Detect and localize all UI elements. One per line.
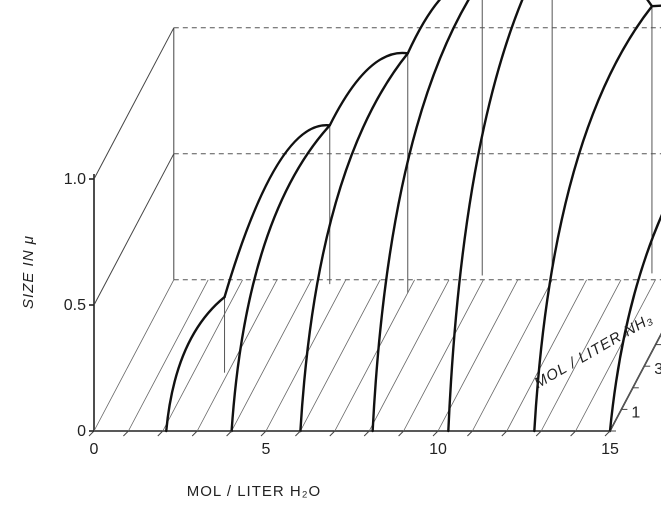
floor-grid-line (575, 279, 656, 432)
floor-grid-line (437, 279, 519, 432)
floor-grid-line (472, 279, 553, 432)
curves-group (165, 0, 661, 433)
x-tick-mark (329, 430, 336, 437)
cross-section-curve (447, 0, 524, 433)
x-tick-mark (260, 430, 267, 437)
nh3-tick-label: 1 (631, 404, 640, 421)
cross-section-curve (371, 0, 470, 433)
x-tick-mark (123, 430, 129, 437)
left-wall-grid-line (93, 153, 175, 306)
frame-group (93, 27, 661, 432)
x-tick-mark (467, 430, 473, 437)
x-tick-mark (535, 430, 542, 437)
x-tick-mark (363, 430, 370, 437)
x-tick-label: 0 (90, 441, 99, 458)
cross-section-curve (299, 52, 409, 433)
y-tick-label: 0 (77, 423, 86, 440)
drop-lines (224, 0, 653, 373)
floor-grid-line (231, 279, 312, 432)
y-tick-label: 0.5 (64, 297, 86, 314)
y-tick-label: 1.0 (64, 171, 86, 188)
x-tick-mark (398, 430, 404, 437)
x-tick-mark (604, 430, 611, 437)
y-axis-label: SIZE IN μ (20, 235, 37, 309)
floor-grid-line (93, 279, 175, 432)
floor-grid-line (162, 279, 243, 432)
floor-grid-line (196, 279, 278, 432)
x-tick-label: 5 (262, 441, 271, 458)
cross-section-curve (230, 124, 331, 433)
nh3-tick-label: 3 (654, 361, 661, 378)
left-wall-grid-line (93, 27, 175, 180)
x-tick-mark (501, 430, 508, 437)
cross-section-curve (533, 5, 654, 433)
floor-grid-line (334, 279, 415, 432)
x-tick-mark (432, 430, 439, 437)
floor-grid-line (300, 279, 381, 432)
x-tick-label: 10 (429, 441, 447, 458)
floor-grid-line (609, 333, 661, 432)
x-tick-mark (157, 430, 164, 437)
peak-envelope (223, 0, 661, 299)
floor-grid-line (540, 279, 622, 432)
x-tick-mark (295, 430, 301, 437)
x-axis-label: MOL / LITER H₂O (187, 483, 321, 500)
cross-section-curve (608, 213, 661, 433)
x-tick-mark (191, 430, 198, 437)
x-tick-mark (88, 430, 95, 437)
floor-grid-line (506, 279, 587, 432)
x-tick-mark (226, 430, 232, 437)
floor-grid-line (128, 279, 209, 432)
cross-section-curve (165, 295, 226, 433)
floor-grid-line (403, 279, 484, 432)
x-tick-mark (570, 430, 576, 437)
floor-grid (93, 279, 661, 432)
floor-grid-line (368, 279, 450, 432)
x-tick-label: 15 (601, 441, 619, 458)
